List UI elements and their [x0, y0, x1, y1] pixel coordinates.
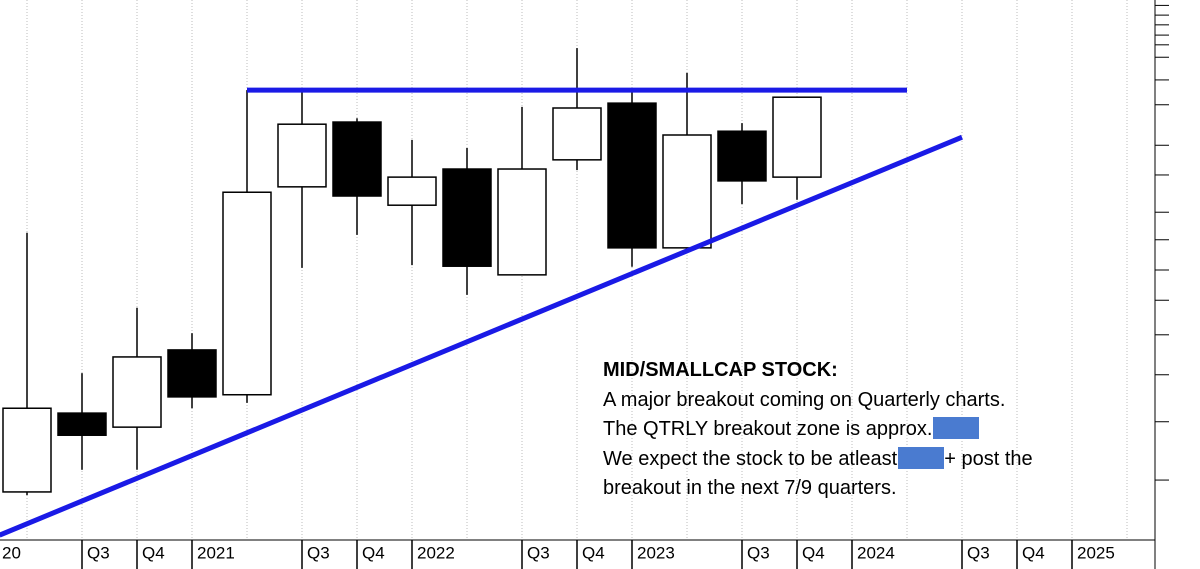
candle-body [222, 191, 272, 396]
annotation-title: MID/SMALLCAP STOCK: [603, 359, 838, 381]
trend-line [0, 134, 963, 538]
x-tick-label: Q3 [307, 543, 330, 562]
candle-body [57, 412, 107, 436]
annotation-line: The QTRLY breakout zone is approx. [603, 415, 1033, 445]
x-tick-label: 2021 [197, 543, 235, 562]
candle-body [2, 407, 52, 493]
x-tick-label: Q4 [802, 543, 825, 562]
redaction [933, 417, 980, 439]
candle-body [607, 102, 657, 249]
candle-body [552, 107, 602, 161]
candle-body [662, 134, 712, 249]
x-tick-label: 2025 [1077, 543, 1115, 562]
x-tick-label: Q4 [1022, 543, 1045, 562]
annotation-text: + post the [944, 447, 1033, 470]
candle-body [772, 96, 822, 178]
candle-body [497, 168, 547, 276]
x-tick-label: Q3 [967, 543, 990, 562]
candle-body [112, 356, 162, 428]
annotation-text: We expect the stock to be atleast [603, 447, 898, 470]
candle-body [167, 349, 217, 398]
x-tick-label: Q4 [582, 543, 605, 562]
x-tick-label: 20 [2, 543, 21, 562]
x-tick-label: 2022 [417, 543, 455, 562]
annotation-line: breakout in the next 7/9 quarters. [603, 477, 897, 499]
x-tick-label: 2024 [857, 543, 895, 562]
redaction [898, 446, 945, 469]
x-tick-label: Q3 [87, 543, 110, 562]
x-tick-label: Q3 [527, 543, 550, 562]
annotation-text: The QTRLY breakout zone is approx. [603, 418, 933, 440]
x-tick-label: Q3 [747, 543, 770, 562]
candle-body [387, 176, 437, 206]
candle-body [442, 168, 492, 267]
annotation: MID/SMALLCAP STOCK: A major breakout com… [603, 356, 1033, 504]
x-tick-label: Q4 [362, 543, 385, 562]
candle-body [717, 130, 767, 182]
x-tick-label: Q4 [142, 543, 165, 562]
candle-body [332, 121, 382, 197]
annotation-line: A major breakout coming on Quarterly cha… [603, 388, 1006, 411]
annotation-line: We expect the stock to be atleast + post … [603, 445, 1033, 475]
x-tick-label: 2023 [637, 543, 675, 562]
candle-body [277, 123, 327, 188]
